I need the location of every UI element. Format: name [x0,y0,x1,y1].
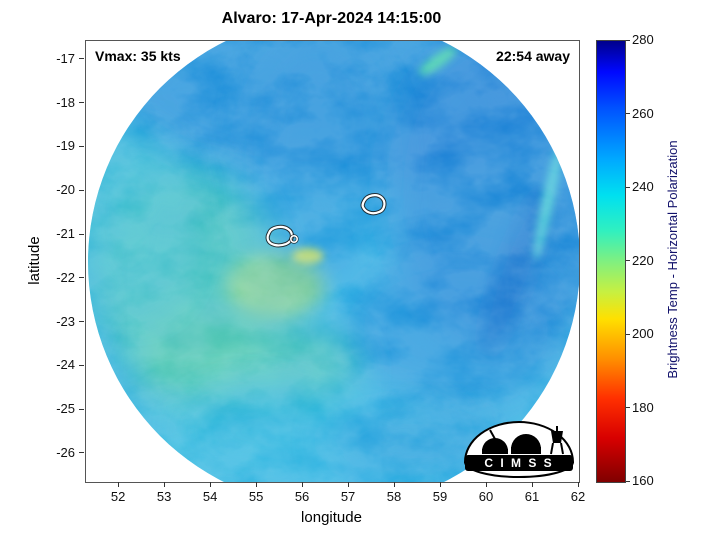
figure-title: Alvaro: 17-Apr-2024 14:15:00 [221,10,442,27]
colorbar-tick-mark [626,113,630,114]
x-tick-label: 53 [156,489,172,504]
x-tick-mark [163,482,165,487]
colorbar-tick-mark [626,260,630,261]
colorbar [596,40,626,483]
colorbar-tick-mark [626,186,630,188]
y-tick-mark [79,321,84,323]
x-tick-mark [255,482,257,487]
y-tick-label: -25 [56,401,75,417]
x-tick-mark [347,482,349,487]
x-axis-label: longitude [301,509,362,526]
y-tick-label: -22 [56,269,75,285]
y-tick-mark [79,58,84,60]
x-tick-label: 54 [202,489,218,504]
x-tick-mark [117,482,119,487]
colorbar-tick-mark [626,333,630,335]
swath-raster [88,41,579,482]
colorbar-tick-mark [626,39,630,41]
x-tick-label: 58 [386,489,402,504]
x-tick-mark [393,482,395,487]
x-tick-label: 62 [570,489,586,504]
x-tick-label: 61 [524,489,540,504]
colorbar-tick-label: 200 [632,326,654,341]
y-tick-mark [79,233,84,235]
y-tick-label: -26 [56,444,75,460]
y-tick-mark [79,189,84,191]
y-tick-mark [79,452,84,454]
x-tick-label: 60 [478,489,494,504]
x-tick-mark [209,482,211,487]
y-tick-label: -23 [56,313,75,329]
contour-2 [360,193,387,216]
cimss-logo: C I M S S [463,421,575,478]
time-away-annotation: 22:54 away [496,48,570,64]
x-tick-mark [577,482,579,487]
x-tick-mark [485,482,487,487]
y-tick-label: -20 [56,182,75,198]
x-tick-label: 52 [110,489,126,504]
y-tick-mark [79,408,84,410]
colorbar-label: Brightness Temp - Horizontal Polarizatio… [665,140,680,379]
y-tick-mark [79,102,84,104]
x-tick-mark [301,482,303,487]
y-tick-mark [79,364,84,366]
colorbar-tick-label: 160 [632,473,654,488]
colorbar-tick-label: 240 [632,179,654,194]
contour-1 [265,224,299,248]
colorbar-tick-label: 280 [632,32,654,47]
x-tick-mark [439,482,441,487]
colorbar-tick-label: 220 [632,252,654,268]
y-tick-mark [79,277,84,279]
colorbar-tick-mark [626,407,630,408]
x-tick-label: 55 [248,489,264,504]
colorbar-tick-label: 260 [632,105,654,121]
cimss-logo-text: C I M S S [484,456,553,470]
y-tick-label: -21 [56,226,75,241]
y-tick-label: -18 [56,94,75,110]
swath-image [88,41,579,482]
y-tick-mark [79,145,84,147]
y-tick-label: -24 [56,357,75,373]
x-tick-label: 57 [340,489,356,504]
y-tick-label: -19 [56,138,75,154]
x-tick-label: 56 [294,489,310,504]
x-tick-label: 59 [432,489,448,504]
plot-area: Vmax: 35 kts 22:54 away C I M S S [85,40,580,483]
colorbar-tick-mark [626,480,630,482]
vmax-annotation: Vmax: 35 kts [95,48,181,64]
x-tick-mark [531,482,533,487]
y-tick-label: -17 [56,50,75,66]
colorbar-tick-label: 180 [632,399,654,415]
